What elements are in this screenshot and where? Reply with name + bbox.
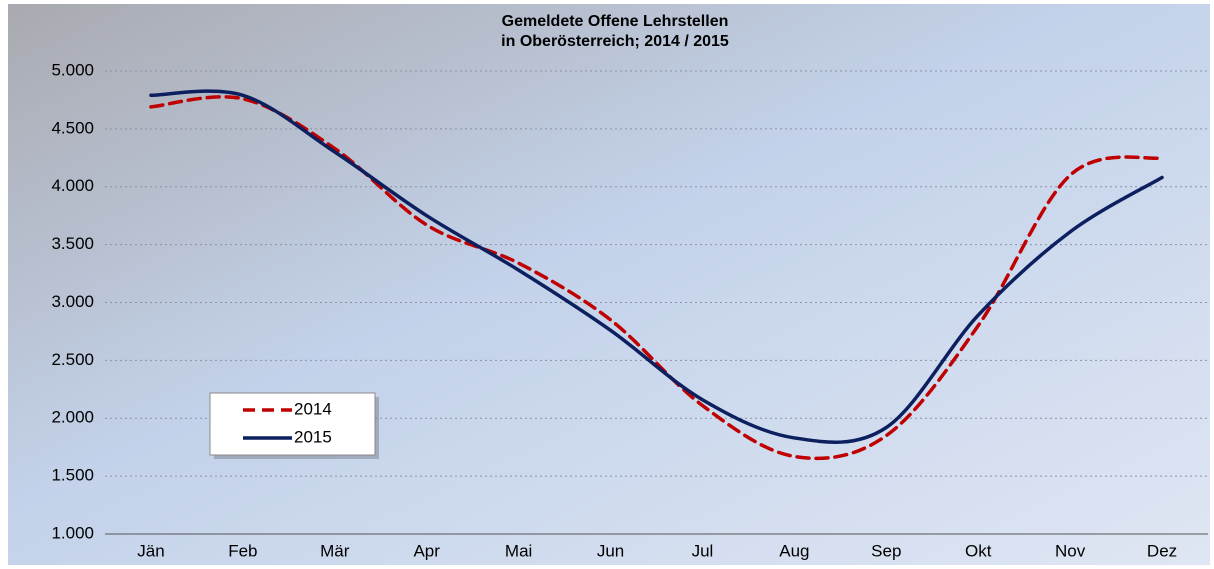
- x-tick-label: Mai: [505, 541, 532, 560]
- x-tick-label: Dez: [1147, 541, 1177, 560]
- y-tick-label: 2.500: [51, 350, 94, 369]
- y-tick-label: 4.500: [51, 118, 94, 137]
- chart-title: Gemeldete Offene Lehrstellen: [502, 13, 729, 30]
- legend-label: 2014: [294, 399, 332, 418]
- x-tick-label: Apr: [413, 541, 440, 560]
- line-series: [149, 89, 1164, 444]
- legend-label: 2015: [294, 427, 332, 446]
- x-tick-label: Jun: [597, 541, 624, 560]
- legend: [209, 392, 376, 456]
- x-tick-label: Nov: [1055, 541, 1086, 560]
- y-tick-label: 5.000: [51, 60, 94, 79]
- chart-subtitle: in Oberösterreich; 2014 / 2015: [501, 33, 729, 50]
- x-tick-label: Aug: [779, 541, 809, 560]
- x-tick-label: Jul: [692, 541, 714, 560]
- x-tick-label: Mär: [320, 541, 350, 560]
- x-tick-label: Feb: [228, 541, 257, 560]
- y-tick-label: 3.500: [51, 234, 94, 253]
- x-tick-label: Jän: [137, 541, 164, 560]
- y-tick-label: 4.000: [51, 176, 94, 195]
- y-tick-label: 3.000: [51, 292, 94, 311]
- y-tick-label: 1.000: [51, 523, 94, 542]
- y-tick-label: 1.500: [51, 466, 94, 485]
- chart-bg: [8, 4, 1210, 565]
- x-tick-label: Okt: [965, 541, 992, 560]
- x-tick-label: Sep: [871, 541, 901, 560]
- y-tick-label: 2.000: [51, 408, 94, 427]
